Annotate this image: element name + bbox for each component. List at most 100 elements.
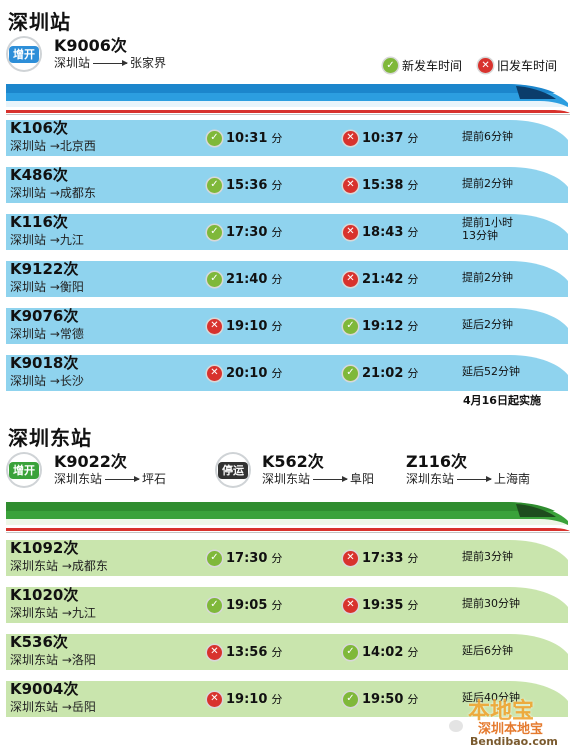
time-1: ✓ 15:36 分 [207, 177, 282, 193]
time-value: 20:10 [226, 365, 268, 381]
table-row: K1092次 深圳东站 →成都东 ✓ 17:30 分 ✕ 17:33 分提前3分钟 [0, 538, 574, 578]
cross-icon: ✕ [343, 224, 358, 240]
legend-old-label: 旧发车时间 [497, 59, 558, 73]
change-note-line: 延后2分钟 [462, 318, 513, 331]
cross-icon: ✕ [207, 644, 222, 660]
train-route: 深圳东站 →成都东 [10, 559, 108, 573]
time-2: ✕ 17:33 分 [343, 550, 418, 566]
time-value: 21:42 [362, 271, 404, 287]
change-note: 提前2分钟 [462, 271, 513, 285]
time-value: 18:43 [362, 224, 404, 240]
extra-service-badge: 增开 [6, 36, 42, 72]
row-band [6, 634, 568, 670]
change-note-line-2: 13分钟 [462, 228, 498, 242]
extra-train-code-east: K9022次 [54, 452, 127, 471]
route-to: 张家界 [130, 56, 167, 70]
unit: 分 [407, 646, 419, 659]
unit: 分 [407, 273, 419, 286]
time-1: ✕ 19:10 分 [207, 318, 282, 334]
time-2: ✕ 10:37 分 [343, 130, 418, 146]
route-to: 坪石 [142, 472, 167, 486]
change-note: 提前6分钟 [462, 130, 513, 144]
train-route: 深圳站 →成都东 [10, 186, 96, 200]
stop-badge-label: 停运 [218, 461, 248, 479]
row-band [6, 120, 568, 156]
time-value: 10:31 [226, 130, 268, 146]
change-note-line: 提前1小时 [462, 216, 513, 229]
table-row: K536次 深圳东站 →洛阳 ✕ 13:56 分 ✓ 14:02 分延后6分钟 [0, 632, 574, 672]
time-2: ✓ 19:12 分 [343, 318, 418, 334]
train-code: K116次 [10, 213, 68, 231]
cross-icon: ✕ [343, 597, 358, 613]
unit: 分 [407, 552, 419, 565]
unit: 分 [271, 179, 283, 192]
cross-icon: ✕ [343, 550, 358, 566]
train-illustration-blue [6, 84, 570, 115]
change-note: 延后2分钟 [462, 318, 513, 332]
train-code: K1092次 [10, 539, 79, 557]
train-route: 深圳站 →北京西 [10, 139, 96, 153]
time-2: ✓ 19:50 分 [343, 691, 418, 707]
check-icon: ✓ [343, 691, 358, 707]
check-icon: ✓ [207, 550, 222, 566]
row-band [6, 167, 568, 203]
train-route: 深圳站 →常德 [10, 327, 84, 341]
time-value: 19:12 [362, 318, 404, 334]
cross-icon: ✕ [207, 318, 222, 334]
table-row: K486次 深圳站 →成都东 ✓ 15:36 分 ✕ 15:38 分提前2分钟 [0, 165, 574, 205]
time-1: ✓ 10:31 分 [207, 130, 282, 146]
unit: 分 [407, 693, 419, 706]
train-illustration-green [6, 502, 570, 533]
time-1: ✕ 19:10 分 [207, 691, 282, 707]
time-2: ✓ 14:02 分 [343, 644, 418, 660]
row-band [6, 214, 568, 250]
train-code: K106次 [10, 119, 68, 137]
arrow-icon [93, 60, 129, 66]
table-row: K9076次 深圳站 →常德 ✕ 19:10 分 ✓ 19:12 分延后2分钟 [0, 306, 574, 346]
train-route: 深圳站 →长沙 [10, 374, 84, 388]
extra-service-badge-east: 增开 [6, 452, 42, 488]
time-value: 19:50 [362, 691, 404, 707]
change-note-line: 延后40分钟 [462, 691, 520, 704]
row-band [6, 681, 568, 717]
time-2: ✕ 21:42 分 [343, 271, 418, 287]
table-row: K9018次 深圳站 →长沙 ✕ 20:10 分 ✓ 21:02 分延后52分钟 [0, 353, 574, 393]
unit: 分 [271, 599, 283, 612]
check-icon: ✓ [343, 365, 358, 381]
effective-date-note: 4月16日起实施 [463, 394, 541, 407]
change-note: 提前2分钟 [462, 177, 513, 191]
unit: 分 [271, 367, 283, 380]
unit: 分 [407, 320, 419, 333]
unit: 分 [407, 367, 419, 380]
row-band [6, 355, 568, 391]
time-value: 10:37 [362, 130, 404, 146]
time-value: 21:02 [362, 365, 404, 381]
cross-icon: ✕ [343, 130, 358, 146]
change-note-line: 延后6分钟 [462, 644, 513, 657]
time-value: 14:02 [362, 644, 404, 660]
check-icon: ✓ [207, 271, 222, 287]
unit: 分 [271, 693, 283, 706]
table-row: K106次深圳站 →北京西 ✓ 10:31 分 ✕ 10:37 分 提前6分钟 [0, 118, 574, 158]
change-note-line: 提前6分钟 [462, 130, 513, 143]
time-2: ✕ 19:35 分 [343, 597, 418, 613]
change-note-line: 提前2分钟 [462, 177, 513, 190]
time-value: 17:33 [362, 550, 404, 566]
time-1: ✕ 13:56 分 [207, 644, 282, 660]
legend-new-label: 新发车时间 [402, 59, 463, 73]
row-band [6, 587, 568, 623]
route-from: 深圳东站 [406, 472, 455, 486]
time-1: ✕ 20:10 分 [207, 365, 282, 381]
extra-train-route-east: 深圳东站 坪石 [54, 473, 166, 485]
watermark-brand: 本地宝 [468, 699, 535, 724]
section-title-shenzhen: 深圳站 [8, 10, 71, 34]
unit: 分 [407, 132, 419, 145]
time-2: ✕ 15:38 分 [343, 177, 418, 193]
extra-train-route: 深圳站 张家界 [54, 57, 166, 69]
route-from: 深圳东站 [262, 472, 311, 486]
cross-icon: ✕ [478, 58, 494, 73]
section-title-shenzhen-east: 深圳东站 [8, 426, 92, 450]
suspended-train-route: 深圳东站 阜阳 [262, 473, 374, 485]
time-value: 19:05 [226, 597, 268, 613]
route-from: 深圳东站 [54, 472, 103, 486]
